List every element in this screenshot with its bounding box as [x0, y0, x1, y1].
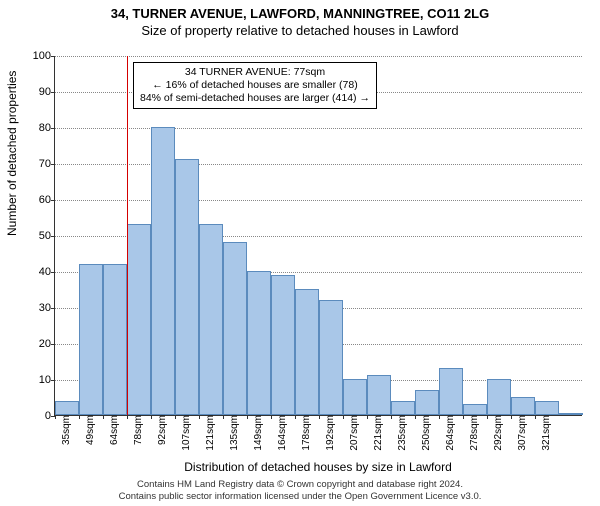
y-tick-label: 0	[45, 410, 55, 422]
histogram-bar	[223, 242, 247, 415]
histogram-bar	[343, 379, 367, 415]
x-tick-label: 264sqm	[443, 415, 456, 451]
x-tick-label: 250sqm	[419, 415, 432, 451]
page-title-2: Size of property relative to detached ho…	[0, 23, 600, 38]
y-tick-label: 50	[39, 230, 55, 242]
histogram-bar	[151, 127, 175, 415]
footer-attribution: Contains HM Land Registry data © Crown c…	[0, 479, 600, 502]
gridline	[55, 164, 582, 165]
x-tick-label: 192sqm	[323, 415, 336, 451]
x-tick-label: 121sqm	[203, 415, 216, 451]
annotation-line: 34 TURNER AVENUE: 77sqm	[140, 66, 370, 79]
x-tick-label: 35sqm	[59, 415, 72, 445]
x-tick-label: 292sqm	[491, 415, 504, 451]
histogram-bar	[295, 289, 319, 415]
histogram-bar	[271, 275, 295, 415]
gridline	[55, 56, 582, 57]
x-tick-label: 78sqm	[131, 415, 144, 445]
annotation-line: 84% of semi-detached houses are larger (…	[140, 92, 370, 105]
y-tick-label: 60	[39, 194, 55, 206]
footer-line-1: Contains HM Land Registry data © Crown c…	[0, 479, 600, 490]
histogram-bar	[439, 368, 463, 415]
histogram-bar	[103, 264, 127, 415]
x-tick-label: 307sqm	[515, 415, 528, 451]
gridline	[55, 200, 582, 201]
gridline	[55, 128, 582, 129]
x-tick-label: 221sqm	[371, 415, 384, 451]
histogram-bar	[247, 271, 271, 415]
histogram-bar	[199, 224, 223, 415]
histogram-bar	[415, 390, 439, 415]
x-tick-label: 178sqm	[299, 415, 312, 451]
x-tick-label: 207sqm	[347, 415, 360, 451]
x-tick-label: 135sqm	[227, 415, 240, 451]
page-title-1: 34, TURNER AVENUE, LAWFORD, MANNINGTREE,…	[0, 6, 600, 21]
y-tick-label: 40	[39, 266, 55, 278]
histogram-bar	[55, 401, 79, 415]
histogram-chart: 010203040506070809010035sqm49sqm64sqm78s…	[54, 56, 582, 416]
y-tick-label: 30	[39, 302, 55, 314]
y-axis-title: Number of detached properties	[5, 71, 19, 236]
x-tick-label: 64sqm	[107, 415, 120, 445]
x-tick-label: 92sqm	[155, 415, 168, 445]
x-tick-label: 164sqm	[275, 415, 288, 451]
histogram-bar	[127, 224, 151, 415]
x-axis-title: Distribution of detached houses by size …	[184, 460, 452, 474]
y-tick-label: 70	[39, 158, 55, 170]
histogram-bar	[535, 401, 559, 415]
x-tick-label: 149sqm	[251, 415, 264, 451]
y-tick-label: 90	[39, 86, 55, 98]
footer-line-2: Contains public sector information licen…	[0, 491, 600, 502]
x-tick-label: 278sqm	[467, 415, 480, 451]
y-tick-label: 20	[39, 338, 55, 350]
y-tick-label: 80	[39, 122, 55, 134]
histogram-bar	[559, 413, 583, 415]
histogram-bar	[79, 264, 103, 415]
histogram-bar	[175, 159, 199, 415]
histogram-bar	[391, 401, 415, 415]
x-tick-label: 49sqm	[83, 415, 96, 445]
x-tick-label: 107sqm	[179, 415, 192, 451]
y-tick-label: 100	[33, 50, 55, 62]
histogram-bar	[367, 375, 391, 415]
reference-line	[127, 56, 128, 415]
histogram-bar	[487, 379, 511, 415]
histogram-bar	[463, 404, 487, 415]
y-tick-label: 10	[39, 374, 55, 386]
x-tick-label: 235sqm	[395, 415, 408, 451]
x-tick-label: 321sqm	[539, 415, 552, 451]
histogram-bar	[319, 300, 343, 415]
annotation-box: 34 TURNER AVENUE: 77sqm← 16% of detached…	[133, 62, 377, 109]
annotation-line: ← 16% of detached houses are smaller (78…	[140, 79, 370, 92]
histogram-bar	[511, 397, 535, 415]
